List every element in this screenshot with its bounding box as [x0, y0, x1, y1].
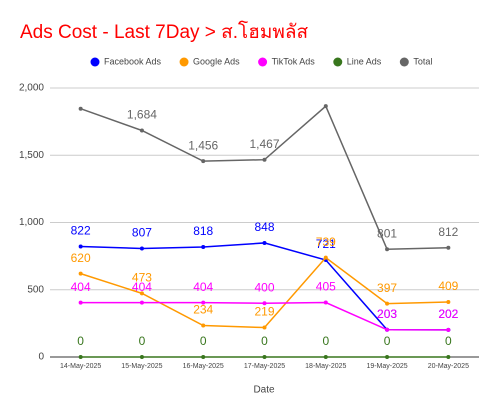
- data-label: 203: [377, 307, 397, 321]
- legend-marker: [333, 57, 343, 67]
- x-tick-label: 17-May-2025: [244, 363, 285, 370]
- data-point: [78, 355, 83, 359]
- data-point: [201, 323, 206, 328]
- data-label: 807: [132, 226, 152, 240]
- data-label: 1,467: [249, 137, 279, 151]
- chart-title: Ads Cost - Last 7Day > ส.โฮมพลัส: [20, 20, 309, 43]
- data-label: 812: [438, 225, 458, 239]
- data-label: 397: [377, 281, 397, 295]
- data-label: 0: [322, 334, 329, 348]
- data-label: 404: [132, 280, 152, 294]
- x-tick-label: 14-May-2025: [60, 363, 101, 370]
- data-point: [201, 300, 206, 305]
- data-label: 0: [200, 334, 207, 348]
- data-point: [385, 247, 390, 252]
- data-label: 400: [254, 280, 274, 294]
- data-point: [139, 300, 144, 305]
- data-label: 405: [316, 280, 336, 294]
- data-point: [323, 355, 328, 359]
- data-point: [262, 325, 267, 330]
- data-label: 620: [71, 251, 91, 265]
- x-tick-label: 15-May-2025: [121, 363, 162, 370]
- data-label: 409: [438, 279, 458, 293]
- data-point: [78, 106, 83, 111]
- data-point: [201, 355, 206, 359]
- data-label: 404: [193, 280, 213, 294]
- data-point: [262, 240, 267, 245]
- x-tick-label: 16-May-2025: [183, 363, 224, 370]
- x-tick-label: 18-May-2025: [305, 363, 346, 370]
- data-point: [446, 299, 451, 304]
- x-tick-label: 19-May-2025: [366, 363, 407, 370]
- data-point: [446, 245, 451, 250]
- data-label: 219: [254, 305, 274, 319]
- data-point: [323, 104, 328, 109]
- data-point: [78, 300, 83, 305]
- data-point: [323, 255, 328, 260]
- x-tick-label: 20-May-2025: [428, 363, 469, 370]
- data-point: [385, 301, 390, 306]
- data-point: [201, 159, 206, 164]
- data-point: [78, 271, 83, 276]
- data-label: 473: [132, 271, 152, 285]
- data-point: [446, 355, 451, 359]
- legend-marker: [90, 57, 100, 67]
- data-label: 0: [384, 334, 391, 348]
- data-label: 0: [77, 334, 84, 348]
- legend-marker: [399, 57, 409, 67]
- data-label: 202: [438, 307, 458, 321]
- data-label: 0: [139, 334, 146, 348]
- data-label: 721: [316, 237, 336, 251]
- y-tick-label: 1,500: [19, 150, 44, 161]
- y-tick-label: 1,000: [19, 217, 44, 228]
- data-point: [262, 355, 267, 359]
- data-point: [323, 300, 328, 305]
- data-point: [139, 291, 144, 296]
- data-label: 801: [377, 226, 397, 240]
- legend-label: Google Ads: [193, 56, 240, 66]
- data-label: 234: [193, 303, 213, 317]
- data-label: 1,684: [127, 108, 157, 122]
- data-label: 0: [261, 334, 268, 348]
- data-point: [78, 244, 83, 249]
- legend-label: Facebook Ads: [104, 56, 162, 66]
- legend-label: Total: [413, 56, 432, 66]
- data-point: [262, 301, 267, 306]
- data-point: [262, 157, 267, 162]
- data-point: [139, 355, 144, 359]
- y-tick-label: 500: [27, 284, 44, 295]
- data-label: 0: [445, 334, 452, 348]
- legend-label: TikTok Ads: [272, 56, 316, 66]
- legend-marker: [258, 57, 268, 67]
- data-point: [385, 355, 390, 359]
- data-label: 739: [316, 235, 336, 249]
- data-label: 848: [254, 220, 274, 234]
- data-label: 818: [193, 224, 213, 238]
- legend-label: Line Ads: [347, 56, 382, 66]
- data-point: [201, 244, 206, 249]
- data-point: [385, 327, 390, 332]
- data-label: 202: [438, 307, 458, 321]
- data-label: 203: [377, 307, 397, 321]
- data-label: 1,456: [188, 138, 218, 152]
- data-label: 404: [71, 280, 91, 294]
- data-label: 822: [71, 224, 91, 238]
- x-axis-title: Date: [253, 385, 275, 396]
- legend-marker: [179, 57, 189, 67]
- y-tick-label: 2,000: [19, 83, 44, 94]
- data-point: [446, 327, 451, 332]
- data-point: [139, 246, 144, 251]
- data-point: [139, 128, 144, 133]
- y-tick-label: 0: [38, 352, 44, 363]
